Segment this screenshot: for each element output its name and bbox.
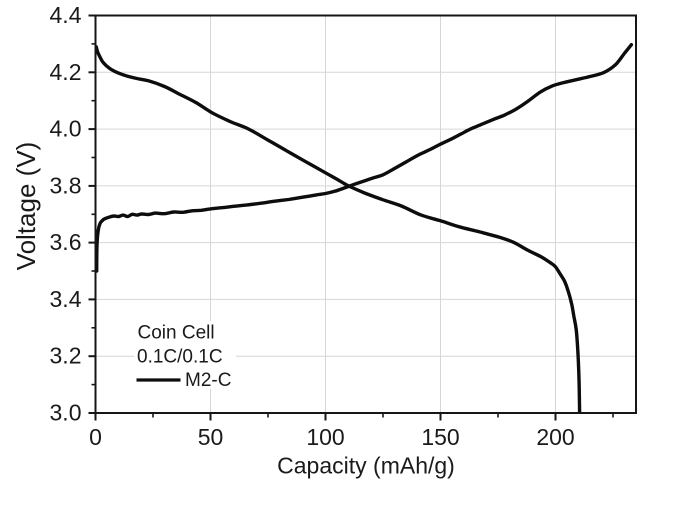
svg-text:3.0: 3.0 — [50, 400, 82, 426]
svg-text:0.1C/0.1C: 0.1C/0.1C — [137, 346, 223, 367]
svg-text:3.4: 3.4 — [50, 286, 82, 312]
svg-text:3.8: 3.8 — [50, 172, 82, 198]
svg-text:50: 50 — [198, 424, 224, 450]
svg-text:200: 200 — [536, 424, 574, 450]
svg-text:0: 0 — [89, 424, 102, 450]
svg-text:150: 150 — [421, 424, 459, 450]
svg-text:Coin Cell: Coin Cell — [138, 323, 215, 344]
svg-text:4.0: 4.0 — [50, 116, 82, 142]
svg-text:Voltage (V): Voltage (V) — [11, 142, 41, 271]
svg-text:4.4: 4.4 — [50, 2, 82, 28]
svg-text:M2-C: M2-C — [185, 370, 231, 391]
svg-text:3.2: 3.2 — [50, 343, 82, 369]
svg-text:Capacity (mAh/g): Capacity (mAh/g) — [277, 453, 455, 479]
svg-text:3.6: 3.6 — [50, 229, 82, 255]
svg-text:4.2: 4.2 — [50, 59, 82, 85]
svg-text:100: 100 — [306, 424, 344, 450]
